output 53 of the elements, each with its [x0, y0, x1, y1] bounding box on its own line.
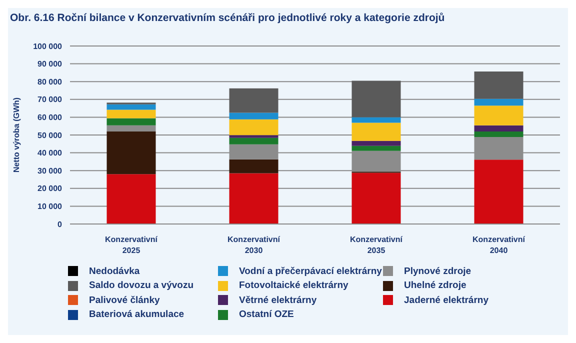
bar [229, 88, 278, 113]
legend-label: Větrné elektrárny [239, 294, 317, 306]
y-tick-label: 90 000 [38, 60, 63, 69]
legend-label: Plynové zdroje [404, 266, 472, 277]
bar [106, 174, 156, 224]
legend-label: Palivové články [89, 294, 160, 306]
legend-label: Fotovoltaické elektrárny [239, 280, 348, 292]
bar [474, 106, 524, 126]
legend-label: Ostatní OZE [239, 309, 294, 320]
bar [474, 98, 524, 106]
bar [106, 110, 156, 118]
bar [229, 112, 278, 120]
y-tick-label: 10 000 [38, 202, 63, 212]
legend-label: Nedodávka [89, 266, 140, 277]
bar [474, 160, 524, 224]
x-tick-label: Konzervativní 2040 [472, 235, 526, 255]
bar [352, 80, 401, 118]
bar [352, 140, 401, 146]
bar [229, 135, 278, 138]
bar [352, 117, 401, 123]
bar [229, 138, 278, 144]
bar [474, 71, 524, 99]
x-tick-label: Konzervativní 2025 [105, 235, 158, 255]
y-tick-label: 70 000 [38, 95, 63, 104]
legend-label: Bateriová akumulace [89, 309, 184, 320]
bar [474, 131, 524, 137]
y-tick-label: 20 000 [38, 184, 63, 194]
bar [106, 125, 156, 132]
bar [352, 122, 401, 141]
y-tick-label: 80 000 [38, 77, 63, 86]
x-tick-label: Konzervativní 2030 [228, 235, 281, 255]
chart-title: Obr. 6.16 Roční bilance v Konzervativním scénáři pro jednotlivé roky a kategorie zdrojů [9, 11, 446, 26]
legend-label: Uhelné zdroje [404, 280, 466, 292]
x-tick-label: Konzervativní 2035 [350, 235, 404, 255]
bar [352, 146, 401, 151]
bar [106, 131, 156, 174]
y-tick-label: 100 000 [33, 42, 63, 51]
bar [106, 118, 156, 126]
bar [352, 172, 401, 224]
y-axis-title: Netto výroba (GWh) [12, 97, 21, 173]
y-tick-label: 50 000 [38, 130, 63, 140]
bar [106, 104, 156, 110]
bar [474, 125, 524, 132]
bar [229, 173, 278, 224]
y-tick-label: 0 [58, 220, 63, 229]
legend-label: Vodní a přečerpávací elektrárny [239, 266, 382, 277]
y-tick-label: 60 000 [38, 113, 63, 122]
legend-label: Jaderné elektrárny [404, 294, 488, 306]
bar [229, 159, 278, 174]
legend-label: Saldo dovozu a vývozu [89, 280, 194, 292]
y-tick-label: 30 000 [38, 166, 63, 176]
bar [229, 119, 278, 136]
y-tick-label: 40 000 [38, 148, 63, 158]
